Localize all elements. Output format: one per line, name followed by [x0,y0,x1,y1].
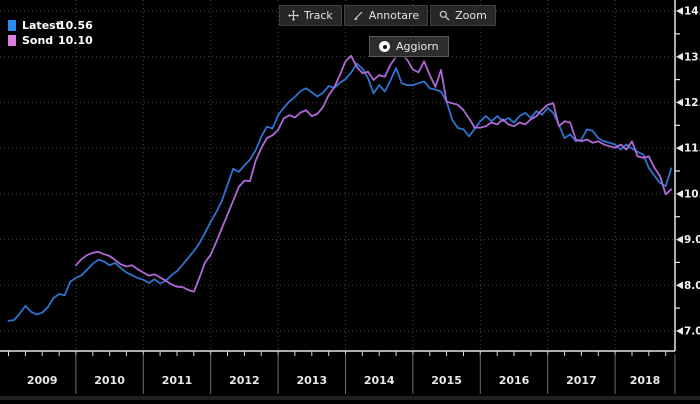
move-cross-icon [288,10,299,21]
svg-text:7.00: 7.00 [684,326,700,338]
chart-legend: Latest 10.56 Sond 10.10 [8,18,93,48]
legend-item-latest[interactable]: Latest 10.56 [8,18,93,33]
circle-dot-icon [379,41,390,52]
svg-text:2015: 2015 [431,374,462,387]
svg-text:2016: 2016 [499,374,530,387]
legend-value: 10.10 [58,34,93,47]
svg-text:2013: 2013 [296,374,327,387]
annotate-button-label: Annotare [368,9,420,22]
window-bottom-edge [0,396,700,400]
latest-series-swatch [8,20,16,31]
pencil-icon [353,10,364,21]
legend-item-sond[interactable]: Sond 10.10 [8,33,93,48]
svg-text:2009: 2009 [27,374,58,387]
svg-text:9.00: 9.00 [684,234,700,246]
svg-text:13.00: 13.00 [684,51,700,63]
magnifier-icon [439,10,450,21]
zoom-button-label: Zoom [455,9,487,22]
svg-text:14.00: 14.00 [684,6,700,18]
annotate-button[interactable]: Annotare [343,5,429,26]
legend-value: 10.56 [58,19,93,32]
sond-series-swatch [8,35,16,46]
legend-label: Sond [22,34,54,47]
track-button-label: Track [304,9,333,22]
svg-text:10.00: 10.00 [684,189,700,201]
gridlines [0,0,675,351]
y-axis: 14.00 13.00 12.00 11.00 10.00 9.00 8.00 7.00 [674,0,700,351]
series-sond-line [75,53,673,293]
svg-text:2011: 2011 [162,374,193,387]
svg-text:12.00: 12.00 [684,97,700,109]
series-latest-line [7,62,673,322]
svg-text:2012: 2012 [229,374,260,387]
svg-text:2018: 2018 [630,374,661,387]
refresh-button-label: Aggiorn [396,40,439,53]
svg-text:11.00: 11.00 [684,143,700,155]
x-axis: 2009 2010 2011 2012 2013 2014 2015 2016 2017 2018 [0,350,676,394]
svg-text:8.00: 8.00 [684,280,700,292]
zoom-button[interactable]: Zoom [430,5,496,26]
svg-text:2010: 2010 [94,374,125,387]
svg-text:2014: 2014 [364,374,395,387]
refresh-button[interactable]: Aggiorn [369,36,449,57]
track-button[interactable]: Track [279,5,342,26]
svg-text:2017: 2017 [566,374,597,387]
legend-label: Latest [22,19,61,32]
chart-toolbar: Track Annotare Zoom [279,5,496,26]
